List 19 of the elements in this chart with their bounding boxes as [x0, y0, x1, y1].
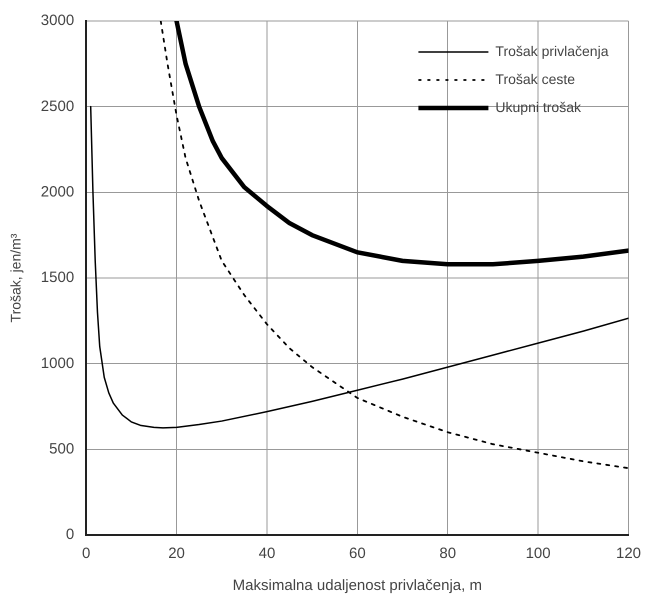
y-tick-label: 2500: [40, 98, 74, 115]
x-tick-label: 60: [348, 545, 366, 562]
legend-label: Trošak ceste: [495, 70, 576, 87]
y-axis-title: Trošak, jen/m³: [7, 233, 24, 322]
x-tick-label: 120: [616, 545, 641, 562]
x-tick-label: 0: [82, 545, 90, 562]
legend-label: Ukupni trošak: [495, 98, 582, 115]
x-tick-label: 80: [439, 545, 456, 562]
y-tick-label: 1000: [40, 354, 74, 372]
x-axis-title: Maksimalna udaljenost privlačenja, m: [232, 577, 482, 594]
x-tick-label: 20: [168, 545, 185, 562]
legend-label: Trošak privlačenja: [495, 42, 609, 59]
x-tick-label: 40: [258, 545, 276, 562]
y-tick-label: 3000: [40, 12, 74, 30]
y-tick-label: 500: [49, 440, 74, 458]
y-tick-label: 1500: [40, 269, 74, 286]
y-tick-label: 0: [66, 526, 74, 544]
y-tick-label: 2000: [40, 183, 74, 200]
x-tick-label: 100: [526, 545, 551, 562]
